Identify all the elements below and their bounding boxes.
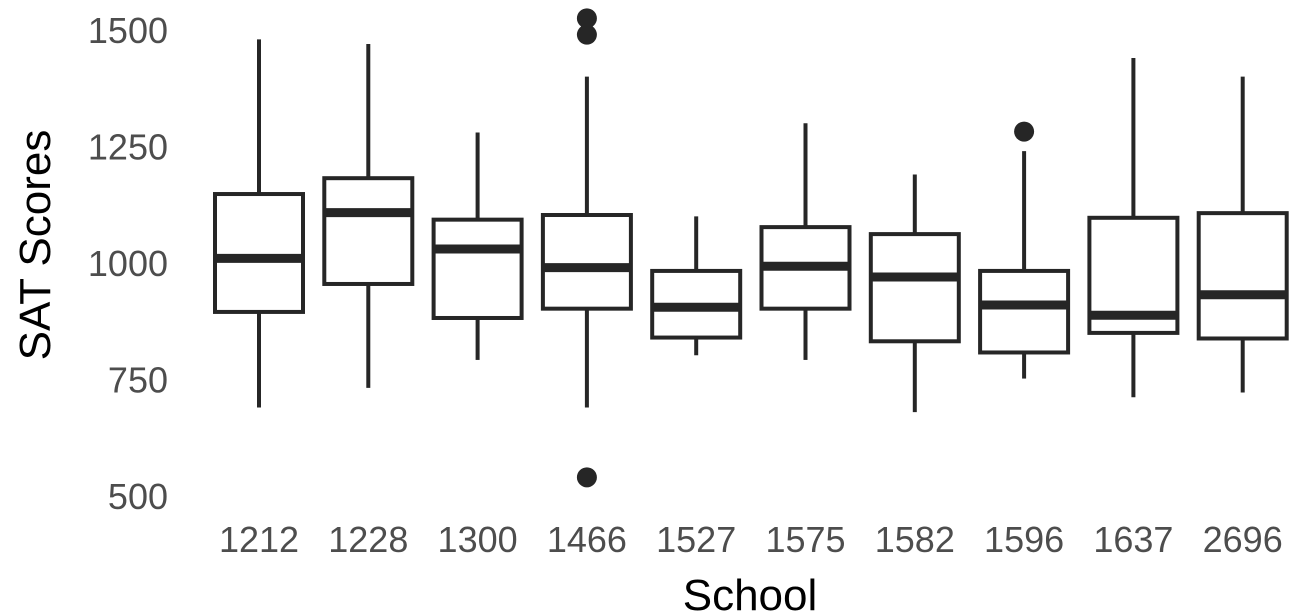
plot-area xyxy=(213,8,1289,488)
y-tick-label-500: 500 xyxy=(108,476,168,517)
x-tick-label-1527: 1527 xyxy=(656,519,736,560)
box-school-1300 xyxy=(431,132,524,360)
box-school-1228 xyxy=(322,43,415,388)
y-tick-label-1500: 1500 xyxy=(88,10,168,51)
iqr-box xyxy=(322,176,415,286)
box-school-1466 xyxy=(540,8,633,488)
x-tick-label-1582: 1582 xyxy=(875,519,955,560)
x-axis-ticks: 1212 1228 1300 1466 1527 1575 1582 1596 1637 2696 xyxy=(219,519,1283,560)
iqr-box xyxy=(1196,211,1289,341)
y-axis-title: SAT Scores xyxy=(11,130,60,361)
x-tick-label-1212: 1212 xyxy=(219,519,299,560)
x-tick-label-1466: 1466 xyxy=(547,519,627,560)
box-school-1582 xyxy=(868,174,961,413)
iqr-box xyxy=(540,213,633,311)
iqr-box xyxy=(868,232,961,344)
box-school-1596 xyxy=(978,121,1071,379)
x-tick-label-2696: 2696 xyxy=(1203,519,1283,560)
outlier-point xyxy=(576,8,597,29)
box-school-1527 xyxy=(650,216,743,356)
outlier-point xyxy=(576,467,597,488)
box-school-1637 xyxy=(1087,57,1180,398)
y-tick-label-1000: 1000 xyxy=(88,243,168,284)
iqr-box xyxy=(978,268,1071,355)
box-school-2696 xyxy=(1196,76,1289,393)
x-tick-label-1575: 1575 xyxy=(765,519,845,560)
x-axis-title: School xyxy=(683,571,818,615)
box-school-1575 xyxy=(759,123,852,360)
x-tick-label-1637: 1637 xyxy=(1093,519,1173,560)
y-axis-ticks: 500 750 1000 1250 1500 xyxy=(88,10,168,517)
box-school-1212 xyxy=(213,39,305,408)
iqr-box xyxy=(431,217,524,320)
y-tick-label-1250: 1250 xyxy=(88,127,168,168)
iqr-box xyxy=(213,192,305,314)
x-tick-label-1596: 1596 xyxy=(984,519,1064,560)
outlier-point xyxy=(576,24,597,45)
x-tick-label-1228: 1228 xyxy=(328,519,408,560)
y-tick-label-750: 750 xyxy=(108,360,168,401)
x-tick-label-1300: 1300 xyxy=(438,519,518,560)
outlier-point xyxy=(1014,121,1035,142)
